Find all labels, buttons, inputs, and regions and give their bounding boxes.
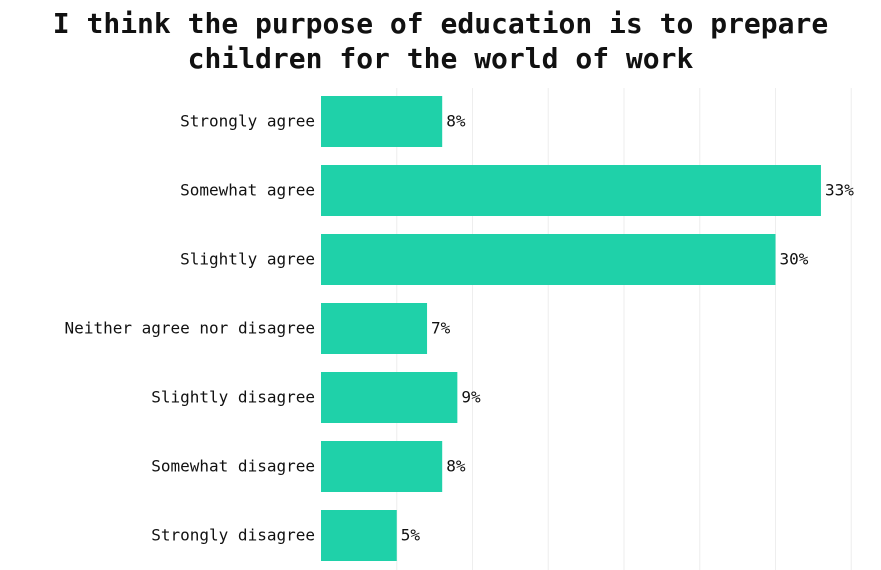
category-label: Strongly agree bbox=[180, 112, 315, 131]
category-label: Neither agree nor disagree bbox=[65, 319, 315, 338]
chart-title: I think the purpose of education is to p… bbox=[0, 6, 881, 76]
category-label: Somewhat disagree bbox=[151, 457, 315, 476]
bar bbox=[321, 372, 458, 423]
bar bbox=[321, 510, 397, 561]
category-label: Slightly agree bbox=[180, 250, 315, 269]
chart-title-line-2: children for the world of work bbox=[187, 42, 694, 75]
value-labels: 8% 33% 30% 7% 9% 8% 5% bbox=[401, 112, 854, 545]
bars bbox=[321, 96, 821, 561]
bar bbox=[321, 441, 443, 492]
value-label: 8% bbox=[446, 112, 466, 131]
chart-title-line-1: I think the purpose of education is to p… bbox=[52, 7, 829, 40]
value-label: 7% bbox=[431, 319, 451, 338]
category-labels: Strongly agree Somewhat agree Slightly agr… bbox=[65, 112, 315, 545]
category-label: Strongly disagree bbox=[151, 526, 315, 545]
value-label: 30% bbox=[780, 250, 809, 269]
value-label: 5% bbox=[401, 526, 421, 545]
value-label: 33% bbox=[825, 181, 854, 200]
bar bbox=[321, 165, 821, 216]
category-label: Somewhat agree bbox=[180, 181, 315, 200]
value-label: 9% bbox=[461, 388, 481, 407]
bar bbox=[321, 234, 776, 285]
category-label: Slightly disagree bbox=[151, 388, 315, 407]
bar bbox=[321, 96, 443, 147]
value-label: 8% bbox=[446, 457, 466, 476]
gridlines bbox=[396, 88, 852, 570]
bar bbox=[321, 303, 428, 354]
